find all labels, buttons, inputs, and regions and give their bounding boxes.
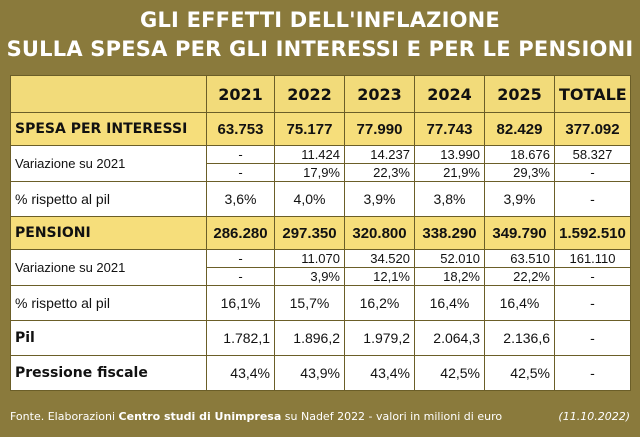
cell: 286.280 xyxy=(206,216,275,250)
cell: 16,2% xyxy=(344,285,415,321)
header-totale: TOTALE xyxy=(554,75,631,113)
cell: 11.070 xyxy=(274,249,345,268)
title-line-1: GLI EFFETTI DELL'INFLAZIONE xyxy=(140,8,500,32)
label-interessi-variazione: Variazione su 2021 xyxy=(10,145,207,182)
cell: - xyxy=(206,163,275,182)
label-interessi-pil: % rispetto al pil xyxy=(10,181,207,217)
header-row: 2021 2022 2023 2024 2025 TOTALE xyxy=(10,75,631,113)
label-spesa-interessi: SPESA PER INTERESSI xyxy=(10,112,207,146)
footer: Fonte. Elaborazioni Centro studi di Unim… xyxy=(10,409,630,425)
cell: 43,4% xyxy=(206,355,275,391)
header-2021: 2021 xyxy=(206,75,275,113)
row-spesa-interessi: SPESA PER INTERESSI 63.753 75.177 77.990… xyxy=(10,112,631,146)
cell: 1.896,2 xyxy=(274,320,345,356)
cell: 3,9% xyxy=(344,181,415,217)
cell: 43,9% xyxy=(274,355,345,391)
cell: 3,9% xyxy=(484,181,555,217)
cell: 82.429 xyxy=(484,112,555,146)
cell: 1.782,1 xyxy=(206,320,275,356)
publication-date: (11.10.2022) xyxy=(558,410,630,423)
label-pensioni-variazione: Variazione su 2021 xyxy=(10,249,207,286)
cell: 12,1% xyxy=(344,267,415,286)
cell: 17,9% xyxy=(274,163,345,182)
source-note: Fonte. Elaborazioni Centro studi di Unim… xyxy=(10,409,502,425)
title-line-2: SULLA SPESA PER GLI INTERESSI E PER LE P… xyxy=(6,37,634,61)
cell: 77.990 xyxy=(344,112,415,146)
cell: 14.237 xyxy=(344,145,415,164)
cell: - xyxy=(206,145,275,164)
row-pensioni-pil: % rispetto al pil 16,1% 15,7% 16,2% 16,4… xyxy=(10,285,631,321)
cell: - xyxy=(554,320,631,356)
cell: 75.177 xyxy=(274,112,345,146)
cell: 58.327 xyxy=(554,145,631,164)
cell: 43,4% xyxy=(344,355,415,391)
cell: - xyxy=(554,181,631,217)
cell: 377.092 xyxy=(554,112,631,146)
cell: 16,4% xyxy=(484,285,555,321)
row-pressione-fiscale: Pressione fiscale 43,4% 43,9% 43,4% 42,5… xyxy=(10,355,631,391)
cell: - xyxy=(206,267,275,286)
label-pil: Pil xyxy=(10,320,207,356)
cell: 3,9% xyxy=(274,267,345,286)
cell: 52.010 xyxy=(414,249,485,268)
cell: 338.290 xyxy=(414,216,485,250)
cell: 18,2% xyxy=(414,267,485,286)
infographic-title: GLI EFFETTI DELL'INFLAZIONE SULLA SPESA … xyxy=(0,6,640,64)
cell: 297.350 xyxy=(274,216,345,250)
source-suffix: su Nadef 2022 - valori in milioni di eur… xyxy=(281,410,503,423)
source-prefix: Fonte. Elaborazioni xyxy=(10,410,119,423)
cell: 4,0% xyxy=(274,181,345,217)
header-2022: 2022 xyxy=(274,75,345,113)
row-interessi-variazione-abs: Variazione su 2021 - 11.424 14.237 13.99… xyxy=(10,145,631,182)
cell: - xyxy=(554,285,631,321)
cell: 1.979,2 xyxy=(344,320,415,356)
source-name: Centro studi di Unimpresa xyxy=(118,410,282,423)
cell: 22,3% xyxy=(344,163,415,182)
label-pressione-fiscale: Pressione fiscale xyxy=(10,355,207,391)
cell: - xyxy=(206,249,275,268)
cell: 15,7% xyxy=(274,285,345,321)
cell: 18.676 xyxy=(484,145,555,164)
cell: 2.136,6 xyxy=(484,320,555,356)
row-pensioni-variazione-abs: Variazione su 2021 - 11.070 34.520 52.01… xyxy=(10,249,631,286)
cell: 22,2% xyxy=(484,267,555,286)
cell: - xyxy=(554,355,631,391)
cell: - xyxy=(554,267,631,286)
cell: 29,3% xyxy=(484,163,555,182)
cell: - xyxy=(554,163,631,182)
label-pensioni-pil: % rispetto al pil xyxy=(10,285,207,321)
cell: 42,5% xyxy=(484,355,555,391)
cell: 63.753 xyxy=(206,112,275,146)
data-table: 2021 2022 2023 2024 2025 TOTALE SPESA PE… xyxy=(10,75,631,391)
cell: 16,1% xyxy=(206,285,275,321)
cell: 11.424 xyxy=(274,145,345,164)
cell: 2.064,3 xyxy=(414,320,485,356)
cell: 21,9% xyxy=(414,163,485,182)
cell: 13.990 xyxy=(414,145,485,164)
cell: 34.520 xyxy=(344,249,415,268)
cell: 320.800 xyxy=(344,216,415,250)
cell: 16,4% xyxy=(414,285,485,321)
row-interessi-pil: % rispetto al pil 3,6% 4,0% 3,9% 3,8% 3,… xyxy=(10,181,631,217)
cell: 77.743 xyxy=(414,112,485,146)
label-pensioni: PENSIONI xyxy=(10,216,207,250)
cell: 3,6% xyxy=(206,181,275,217)
header-blank-cell xyxy=(10,75,207,113)
row-pil: Pil 1.782,1 1.896,2 1.979,2 2.064,3 2.13… xyxy=(10,320,631,356)
cell: 161.110 xyxy=(554,249,631,268)
header-2025: 2025 xyxy=(484,75,555,113)
cell: 3,8% xyxy=(414,181,485,217)
header-2024: 2024 xyxy=(414,75,485,113)
cell: 349.790 xyxy=(484,216,555,250)
cell: 42,5% xyxy=(414,355,485,391)
cell: 63.510 xyxy=(484,249,555,268)
cell: 1.592.510 xyxy=(554,216,631,250)
header-2023: 2023 xyxy=(344,75,415,113)
row-pensioni: PENSIONI 286.280 297.350 320.800 338.290… xyxy=(10,216,631,250)
